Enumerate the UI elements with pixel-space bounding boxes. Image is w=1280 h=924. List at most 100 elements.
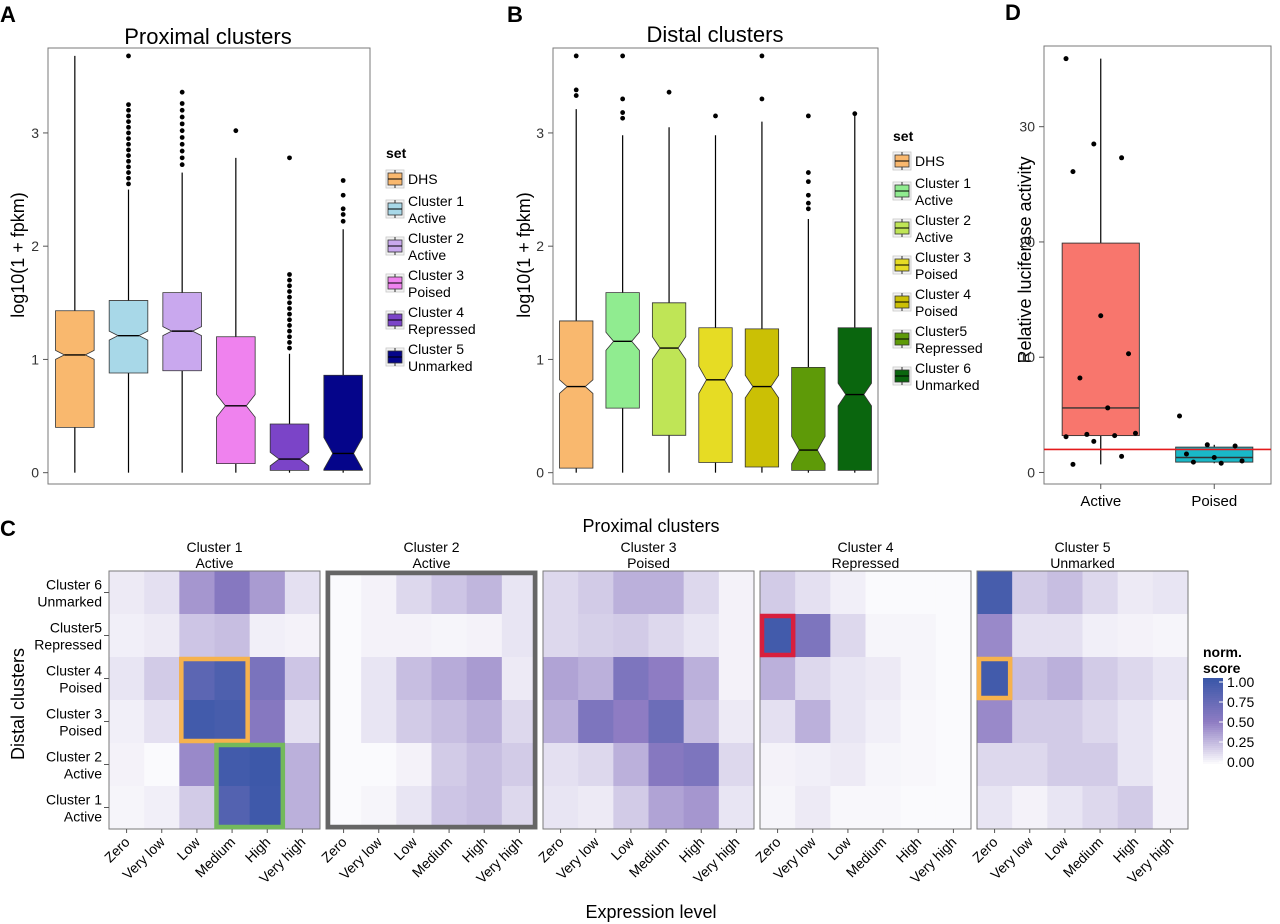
data-point — [1077, 375, 1083, 381]
heatmap-cell — [109, 614, 145, 658]
heatmap-cell — [900, 571, 937, 615]
legend-label: Active — [408, 210, 446, 226]
colorbar-segment — [1203, 684, 1223, 687]
colorbar-segment — [1203, 700, 1223, 703]
outlier-point — [179, 107, 185, 113]
colorbar-segment — [1203, 726, 1223, 729]
heatmap-cell — [578, 614, 614, 658]
heatmap-cell — [361, 614, 397, 658]
data-point — [1239, 458, 1245, 464]
heatmap-cell — [144, 614, 180, 658]
heatmap-cell — [1152, 657, 1189, 701]
box-dhs — [55, 55, 95, 473]
heatmap-cell — [935, 743, 972, 787]
legend-label: DHS — [915, 153, 945, 169]
heatmap-cell — [1082, 614, 1119, 658]
heatmap-cell — [935, 786, 972, 830]
outlier-point — [805, 192, 811, 198]
heatmap-cell — [760, 743, 796, 787]
colorbar-segment — [1203, 706, 1223, 709]
outlier-point — [179, 141, 185, 147]
outlier-point — [126, 136, 131, 141]
colorbar-segment — [1203, 750, 1223, 753]
colorbar-segment — [1203, 694, 1223, 697]
heatmap-cell — [144, 700, 180, 744]
heatmap-cell — [760, 700, 796, 744]
box-cluster-3-poised — [698, 113, 733, 473]
heatmap-cell — [326, 614, 362, 658]
heatmap-cell — [431, 743, 468, 787]
group-poised — [1175, 413, 1254, 466]
box-body — [55, 310, 95, 428]
heatmap-cell — [109, 700, 145, 744]
colorbar-segment — [1203, 710, 1223, 713]
data-point — [1091, 438, 1097, 444]
row-label: Active — [64, 809, 102, 825]
x-tick-label: Poised — [1191, 493, 1237, 510]
panel-d-letter: D — [1005, 0, 1021, 25]
outlier-point — [287, 277, 292, 283]
heatmap-cell — [396, 743, 432, 787]
heatmap-cell — [613, 614, 649, 658]
heatmap-cell — [214, 614, 251, 658]
heatmap-cell — [830, 571, 866, 615]
colorbar-segment — [1203, 692, 1223, 695]
heatmap-cell — [935, 571, 972, 615]
heatmap-cell — [466, 786, 503, 830]
heatmap-cell — [900, 743, 937, 787]
heatmap-cell — [543, 571, 579, 615]
colorbar-segment — [1203, 696, 1223, 699]
box-body — [605, 292, 640, 409]
outlier-point — [287, 328, 292, 334]
colorbar-segment — [1203, 734, 1223, 737]
heatmap-cell — [284, 743, 321, 787]
heatmap-cell — [830, 786, 866, 830]
heatmap-cell — [361, 571, 397, 615]
heatmap-cell — [935, 700, 972, 744]
heatmap-cell — [466, 657, 503, 701]
legend-label: Poised — [408, 284, 451, 300]
colorbar-segment — [1203, 724, 1223, 727]
colorbar-segment — [1203, 728, 1223, 731]
panel-b-ylabel: log10(1 + fpkm) — [514, 192, 534, 318]
heatmap-cell — [1047, 786, 1083, 830]
legend-label: Cluster 4 — [915, 286, 971, 302]
legend-label: Cluster 3 — [408, 267, 464, 283]
panel-a-letter: A — [0, 2, 16, 27]
box-cluster-2-active — [162, 89, 202, 473]
outlier-point — [126, 153, 131, 158]
heatmap-cell — [1082, 657, 1119, 701]
colorbar-segment — [1203, 718, 1223, 721]
heatmap-cell — [431, 786, 468, 830]
outlier-point — [126, 124, 131, 130]
outlier-point — [287, 323, 292, 328]
panel-a-ylabel: log10(1 + fpkm) — [8, 192, 28, 318]
highlight-box — [179, 656, 250, 744]
heatmap-cell — [249, 743, 286, 787]
heatmap-cell — [179, 786, 215, 830]
heatmap-cell — [249, 657, 286, 701]
heatmap-cell — [648, 657, 685, 701]
heatmap-cell — [718, 786, 755, 830]
colorbar-tick-label: 1.00 — [1227, 674, 1254, 690]
heatmap-cell — [795, 700, 831, 744]
colorbar-segment — [1203, 702, 1223, 705]
facet-frame — [542, 570, 755, 830]
heatmap-cell — [1117, 614, 1154, 658]
panel-b-legend-title: set — [893, 128, 914, 144]
y-tick-label: 10 — [1019, 349, 1035, 365]
outlier-point — [713, 113, 718, 119]
box-body — [651, 302, 687, 436]
heatmap-cell — [1152, 700, 1189, 744]
outlier-point — [287, 272, 292, 277]
heatmap-cell — [830, 700, 866, 744]
outlier-point — [126, 164, 131, 170]
legend-label: Cluster 2 — [915, 212, 971, 228]
outlier-point — [666, 89, 672, 95]
heatmap-cell — [977, 700, 1013, 744]
heatmap-cell — [760, 657, 796, 701]
panel-a-legend-title: set — [386, 145, 407, 161]
